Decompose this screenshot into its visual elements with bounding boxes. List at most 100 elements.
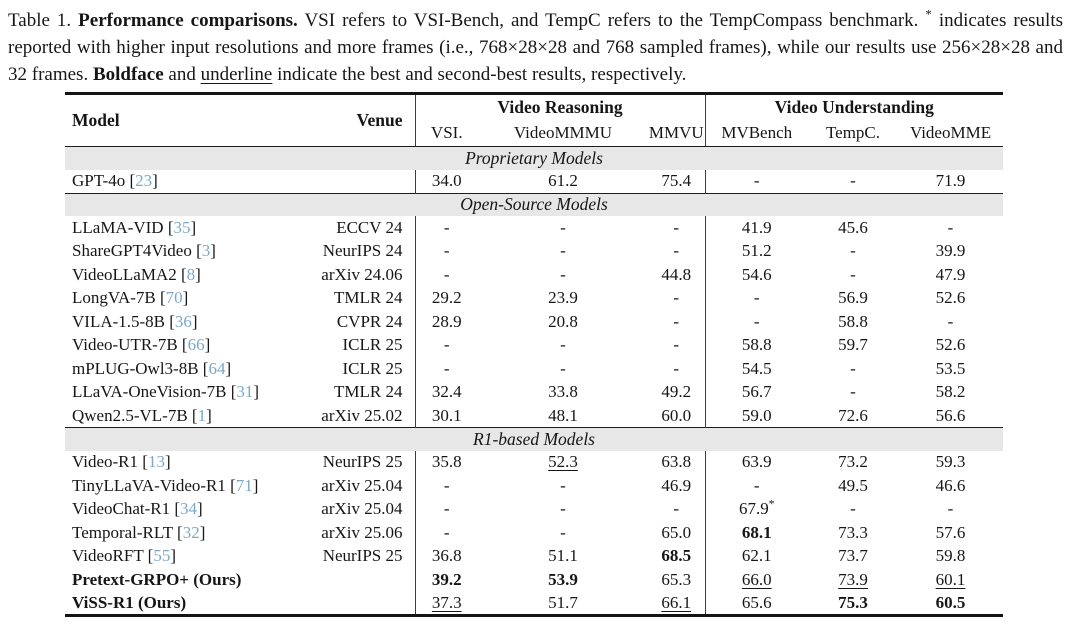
value-cell: 49.2 (661, 382, 692, 402)
value-cell: - (414, 497, 478, 521)
table-row: ShareGPT4Video [3] NeurIPS 24- - -51.2-39.9 (65, 239, 1003, 263)
value-cell: 44.8 (661, 264, 692, 284)
value-cell: 68.5 (661, 546, 692, 566)
venue-cell: NeurIPS 24 (322, 241, 403, 261)
value-cell: - (673, 499, 680, 519)
citation-link[interactable]: 3 (201, 241, 211, 261)
table-row: Video-UTR-7B [66] ICLR 25- - -58.8 59.7 52.6 (65, 333, 1003, 357)
value-cell: 39.2 (414, 568, 478, 592)
citation-link[interactable]: 34 (180, 499, 198, 519)
col-group-video-understanding: Video Understanding (704, 93, 1004, 121)
model-cell: ShareGPT4Video [3] (72, 241, 216, 261)
value-cell: 73.7 (838, 546, 868, 566)
value-cell: 68.1 (704, 521, 808, 545)
value-cell: 65.0 (661, 522, 692, 542)
value-cell: - (947, 311, 954, 331)
value-cell: - (704, 169, 808, 193)
caption-segment: and (163, 64, 201, 85)
citation-link[interactable]: 55 (153, 546, 171, 566)
venue-cell: arXiv 25.02 (321, 405, 403, 425)
value-cell: 33.8 (548, 382, 578, 402)
citation-link[interactable]: 71 (235, 475, 253, 495)
value-cell: - (947, 217, 954, 237)
value-cell: 36.8 (414, 544, 478, 568)
col-header-videomme: VideoMME (898, 120, 1004, 147)
value-cell: 59.8 (935, 546, 966, 566)
value-cell: 37.3 (414, 591, 478, 615)
model-cell: TinyLLaVA-Video-R1 [71] (72, 475, 259, 495)
table-row: Pretext-GRPO+ (Ours) 39.2 53.9 65.3 66.0 73.9… (65, 568, 1003, 592)
value-cell: 52.6 (935, 335, 966, 355)
value-cell: - (414, 474, 478, 498)
value-cell: 60.1 (935, 569, 966, 589)
table-row: GPT-4o [23] 34.0 61.2 75.4- -71.9 (65, 169, 1003, 193)
value-cell: 63.8 (661, 452, 692, 472)
venue-cell (315, 568, 415, 592)
value-cell: - (560, 217, 566, 237)
value-cell: - (414, 239, 478, 263)
value-cell: - (673, 358, 680, 378)
table-row: LLaMA-VID [35] ECCV 24- - -41.9 45.6- (65, 216, 1003, 240)
value-cell: 56.6 (935, 405, 966, 425)
citation-link[interactable]: 32 (182, 522, 200, 542)
value-cell: - (560, 499, 566, 519)
venue-cell: ICLR 25 (342, 335, 403, 355)
value-cell: 39.9 (935, 241, 966, 261)
model-cell: VideoLLaMA2 [8] (72, 264, 201, 284)
model-cell: ViSS-R1 (Ours) (72, 592, 187, 612)
table-row: VideoChat-R1 [34] arXiv 25.04- - -67.9* - - (65, 497, 1003, 521)
value-cell: 61.2 (548, 171, 578, 190)
citation-link[interactable]: 1 (197, 405, 207, 425)
citation-link[interactable]: 36 (174, 311, 192, 331)
value-cell: - (560, 335, 566, 355)
caption-segment: indicate the best and second-best result… (272, 64, 687, 85)
value-cell: 73.3 (838, 522, 868, 542)
header-sub-row: VSI. VideoMMMU MMVU MVBench TempC. Video… (65, 120, 1004, 147)
value-cell: 71.9 (935, 171, 966, 190)
table-row: Temporal-RLT [32] arXiv 25.06- -65.0 68.1 73… (65, 521, 1003, 545)
citation-link[interactable]: 64 (208, 358, 226, 378)
value-cell: 58.2 (935, 382, 966, 402)
section-title: Proprietary Models (65, 146, 1004, 170)
citation-link[interactable]: 8 (186, 264, 196, 284)
caption-segment: VSI refers to VSI-Bench, and TempC refer… (297, 10, 926, 31)
header-group-row: Model Venue Video Reasoning Video Unders… (65, 93, 1004, 147)
citation-link[interactable]: 70 (165, 288, 183, 308)
col-header-model: Model (65, 93, 315, 147)
model-cell: VideoRFT [55] (72, 546, 176, 566)
table-row: Video-R1 [13] NeurIPS 25 35.8 52.3 63.8 63.9 7… (65, 450, 1003, 474)
value-cell: - (414, 216, 478, 240)
citation-link[interactable]: 66 (187, 335, 205, 355)
table-body: Proprietary Models GPT-4o [23] 34.0 61.2 75.… (65, 146, 1004, 615)
col-group-video-reasoning: Video Reasoning (414, 93, 705, 121)
value-cell: 53.5 (935, 358, 966, 378)
value-cell: 59.3 (935, 452, 966, 472)
value-cell: 54.5 (704, 357, 808, 381)
venue-cell: arXiv 25.06 (321, 522, 403, 542)
table-caption: Table 1. Performance comparisons. VSI re… (0, 0, 1072, 88)
value-cell: - (560, 358, 566, 378)
citation-link[interactable]: 31 (236, 382, 254, 402)
table-row: VideoRFT [55] NeurIPS 25 36.8 51.1 68.5 62.1 7… (65, 544, 1003, 568)
model-cell: VILA-1.5-8B [36] (72, 311, 198, 331)
model-cell: LLaVA-OneVision-7B [31] (72, 382, 260, 402)
value-cell: 66.1 (661, 592, 692, 612)
model-cell: mPLUG-Owl3-8B [64] (72, 358, 232, 378)
value-cell: - (560, 475, 566, 495)
value-cell: 46.6 (935, 475, 966, 495)
table-row: mPLUG-Owl3-8B [64] ICLR 25- - -54.5-53.5 (65, 357, 1003, 381)
value-cell: 20.8 (548, 311, 578, 331)
table-row: ViSS-R1 (Ours) 37.3 51.7 66.1 65.6 75.3 60.5 (65, 591, 1003, 615)
value-cell: - (850, 382, 856, 402)
value-cell: - (673, 288, 680, 308)
value-cell: 51.1 (548, 546, 578, 566)
value-cell: - (414, 357, 478, 381)
venue-cell: CVPR 24 (336, 311, 403, 331)
col-header-venue: Venue (315, 93, 415, 147)
table-row: VideoLLaMA2 [8] arXiv 24.06- -44.8 54.6-47.… (65, 263, 1003, 287)
value-cell: - (704, 286, 808, 310)
asterisk-note: * (768, 497, 775, 511)
citation-link[interactable]: 23 (135, 171, 153, 190)
citation-link[interactable]: 13 (147, 452, 165, 472)
citation-link[interactable]: 35 (173, 217, 191, 237)
